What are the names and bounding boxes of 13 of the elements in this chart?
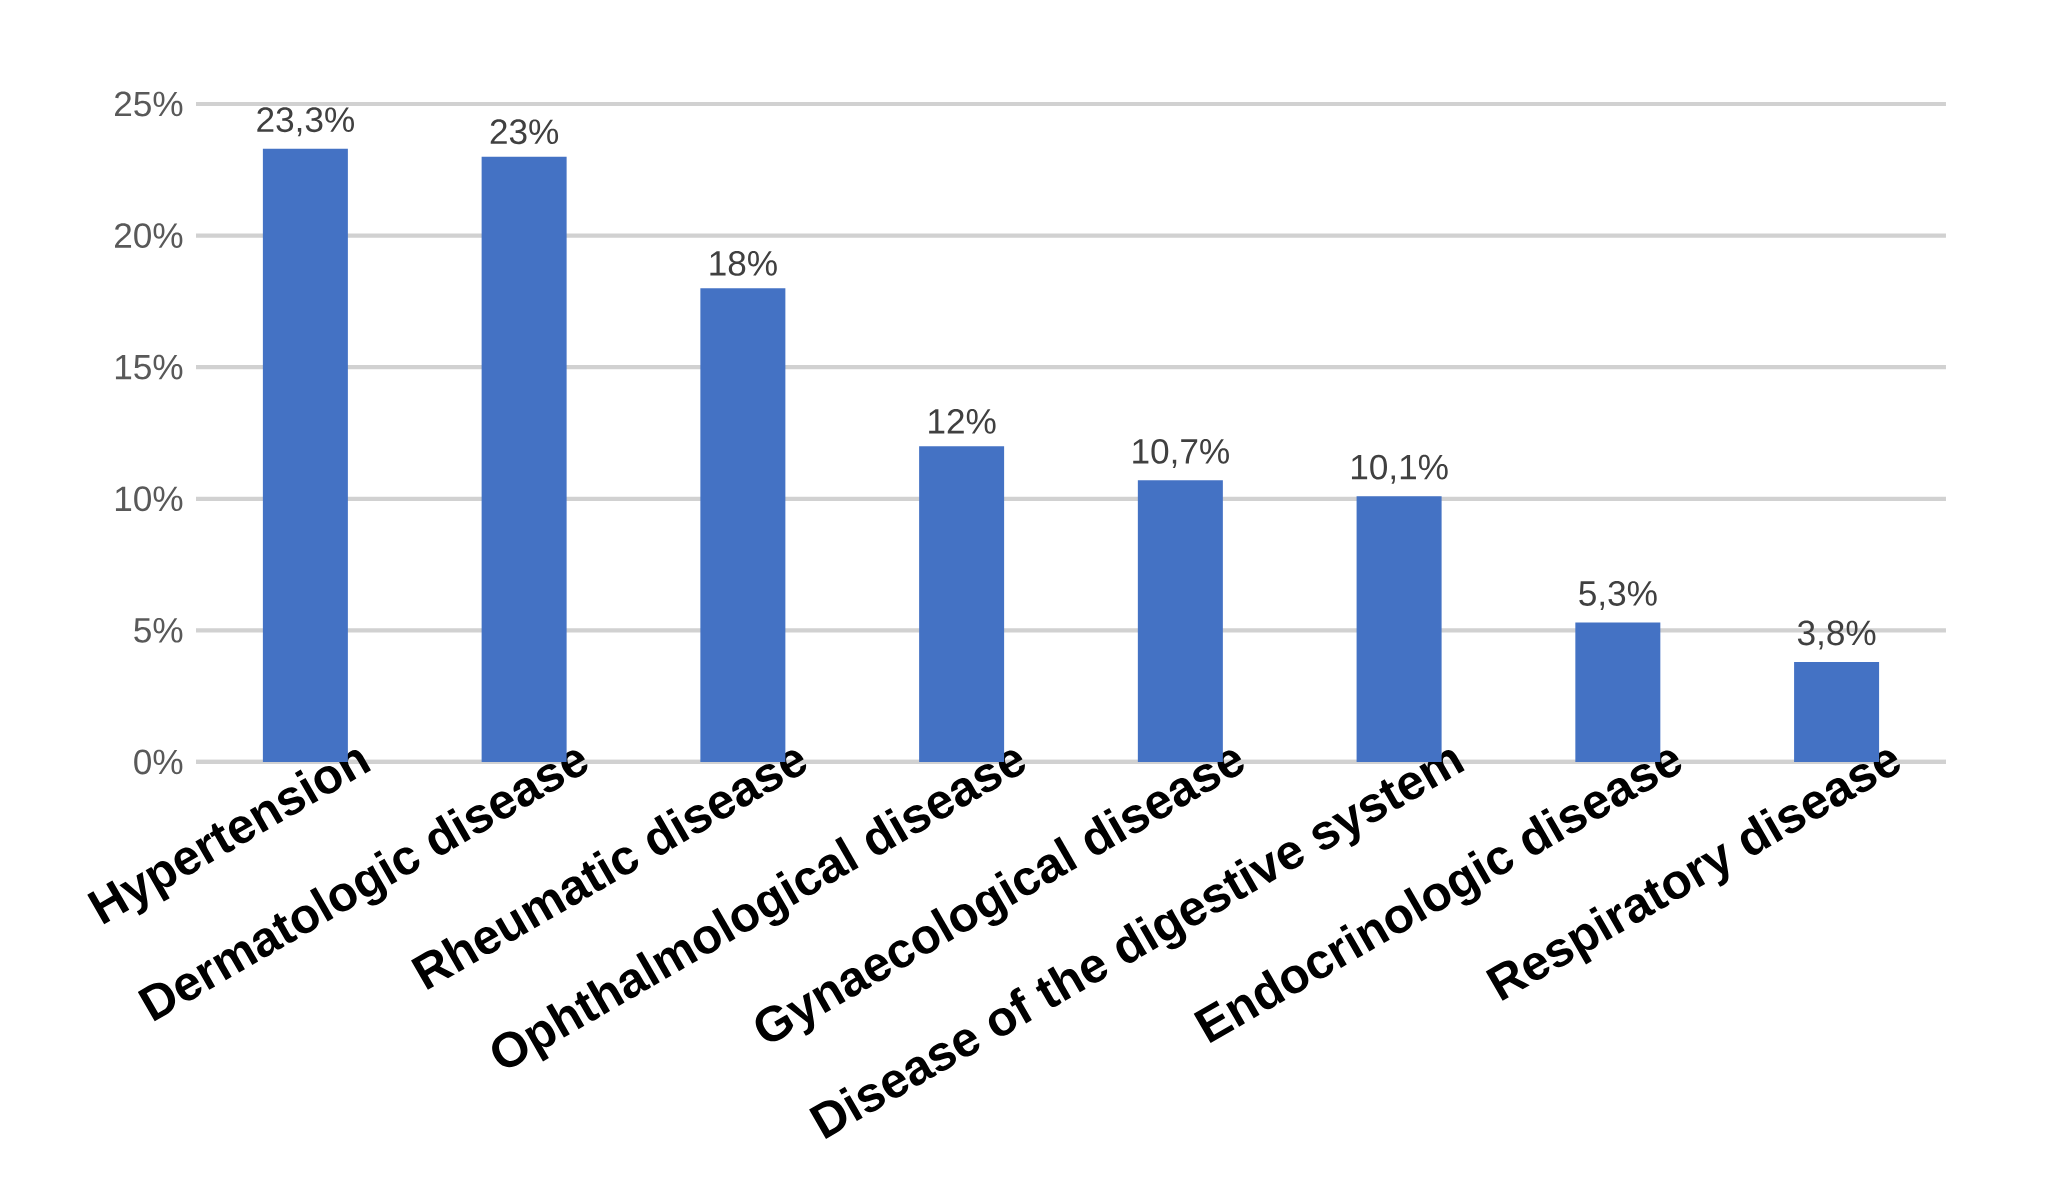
data-label: 10,1% — [1351, 454, 1448, 484]
data-label: 5,3% — [1579, 581, 1657, 611]
y-tick-label: 5% — [134, 618, 183, 643]
data-label: 18% — [710, 250, 777, 276]
y-tick-label: 20% — [115, 223, 183, 249]
data-label: 23,3% — [257, 107, 354, 137]
y-tick-label: 25% — [115, 91, 183, 117]
y-tick-label: 10% — [115, 486, 183, 512]
y-tick-label: 15% — [115, 354, 183, 380]
data-label: 3,8% — [1797, 620, 1876, 650]
data-label: 23% — [490, 119, 559, 145]
data-label: 10,7% — [1133, 438, 1229, 468]
data-label: 12% — [929, 409, 996, 434]
